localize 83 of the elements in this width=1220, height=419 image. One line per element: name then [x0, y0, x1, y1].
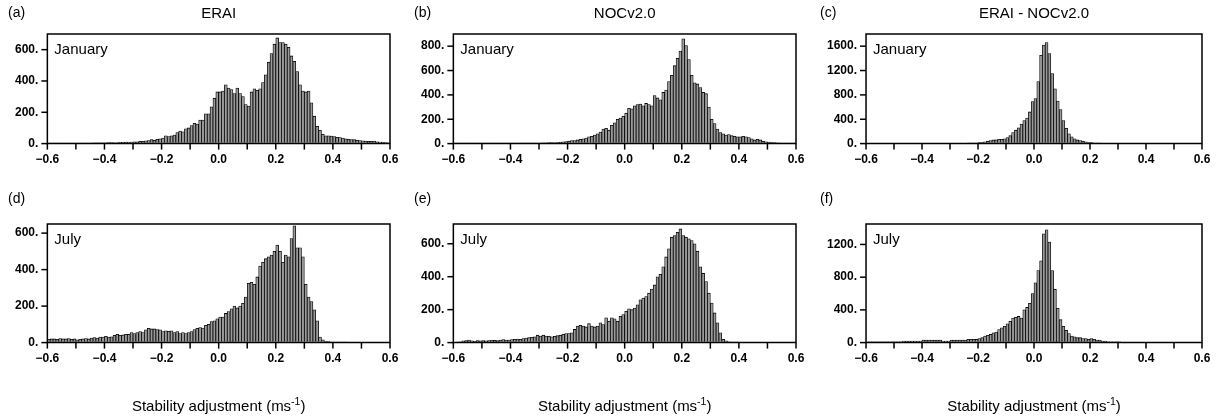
- x-tick-label: 0.4: [1137, 152, 1155, 167]
- text: (e): [414, 189, 432, 206]
- chart-title: NOCv2.0: [593, 4, 656, 21]
- x-tick-label: −0.2: [149, 152, 174, 167]
- x-tick-label: 0.6: [1193, 351, 1211, 366]
- y-tick-label: 0.: [28, 135, 39, 150]
- y-tick-label: 400.: [421, 269, 445, 284]
- x-tick-label: −0.2: [966, 152, 991, 167]
- x-tick-label: −0.6: [441, 351, 466, 366]
- x-tick-label: 0.4: [730, 351, 748, 366]
- y-tick-label: 0.: [434, 135, 445, 150]
- y-tick-label: 200.: [15, 298, 39, 313]
- x-tick-label: 0.2: [267, 152, 285, 167]
- x-tick-label: 0.0: [210, 152, 228, 167]
- x-tick-label: −0.6: [35, 152, 60, 167]
- x-tick-label: 0.6: [1193, 152, 1211, 167]
- y-tick-label: 800.: [833, 269, 858, 284]
- x-tick-label: −0.2: [555, 152, 580, 167]
- x-tick-label: 0.6: [787, 351, 805, 366]
- y-tick-label: 600.: [421, 236, 445, 251]
- x-tick-label: 0.0: [1025, 152, 1043, 167]
- x-tick-label: 0.0: [210, 351, 228, 366]
- x-tick-label: −0.2: [149, 351, 174, 366]
- y-tick-label: 200.: [421, 111, 445, 126]
- x-tick-label: −0.4: [498, 351, 523, 366]
- y-tick-label: 600.: [421, 62, 445, 77]
- x-tick-label: 0.4: [324, 152, 342, 167]
- y-tick-label: 0.: [434, 334, 445, 349]
- y-tick-label: 400.: [15, 73, 39, 88]
- x-tick-label: 0.2: [267, 351, 285, 366]
- y-tick-label: 1600.: [827, 38, 858, 53]
- x-tick-label: 0.4: [1137, 351, 1155, 366]
- text: (f): [820, 189, 834, 206]
- x-tick-label: 0.0: [616, 152, 634, 167]
- x-tick-label: 0.0: [616, 351, 634, 366]
- x-tick-label: −0.6: [854, 152, 879, 167]
- text: (d): [8, 189, 26, 206]
- x-tick-label: 0.6: [787, 152, 805, 167]
- x-tick-label: −0.6: [854, 351, 879, 366]
- chart-title: ERAI: [201, 4, 237, 21]
- x-tick-label: −0.4: [92, 351, 117, 366]
- y-tick-label: 200.: [15, 104, 39, 119]
- y-tick-label: 200.: [421, 301, 445, 316]
- y-tick-label: 0.: [847, 135, 858, 150]
- x-tick-label: −0.2: [555, 351, 580, 366]
- x-tick-label: 0.2: [1081, 351, 1099, 366]
- x-tick-label: 0.6: [381, 152, 399, 167]
- chart-title: ERAI - NOCv2.0: [979, 4, 1090, 21]
- y-tick-label: 1200.: [827, 62, 858, 77]
- y-tick-label: 800.: [421, 38, 445, 53]
- x-tick-label: 0.2: [1081, 152, 1099, 167]
- x-tick-label: 0.2: [673, 351, 691, 366]
- x-tick-label: −0.6: [441, 152, 466, 167]
- x-tick-label: 0.4: [730, 152, 748, 167]
- x-tick-label: 0.4: [324, 351, 342, 366]
- text: (c): [820, 3, 837, 20]
- annotation: January: [873, 39, 927, 57]
- y-tick-label: 400.: [15, 261, 39, 276]
- x-tick-label: −0.4: [498, 152, 523, 167]
- x-tick-label: −0.4: [910, 152, 935, 167]
- annotation: January: [54, 39, 109, 57]
- annotation: July: [873, 229, 901, 247]
- y-tick-label: 1200.: [827, 236, 858, 251]
- x-tick-label: −0.4: [92, 152, 117, 167]
- y-tick-label: 800.: [833, 87, 858, 102]
- x-tick-label: −0.2: [966, 351, 991, 366]
- annotation: July: [460, 229, 488, 247]
- y-tick-label: 400.: [833, 302, 858, 317]
- y-tick-label: 600.: [15, 41, 39, 56]
- x-tick-label: −0.4: [910, 351, 935, 366]
- y-tick-label: 400.: [421, 87, 445, 102]
- annotation: July: [54, 229, 82, 247]
- y-tick-label: 0.: [847, 334, 858, 349]
- x-tick-label: −0.6: [35, 351, 60, 366]
- text: (a): [8, 3, 26, 20]
- x-tick-label: 0.0: [1025, 351, 1043, 366]
- y-tick-label: 400.: [833, 111, 858, 126]
- text: (b): [414, 3, 432, 20]
- y-tick-label: 0.: [28, 334, 39, 349]
- y-tick-label: 600.: [15, 225, 39, 240]
- x-tick-label: 0.6: [381, 351, 399, 366]
- annotation: January: [460, 39, 515, 57]
- x-tick-label: 0.2: [673, 152, 691, 167]
